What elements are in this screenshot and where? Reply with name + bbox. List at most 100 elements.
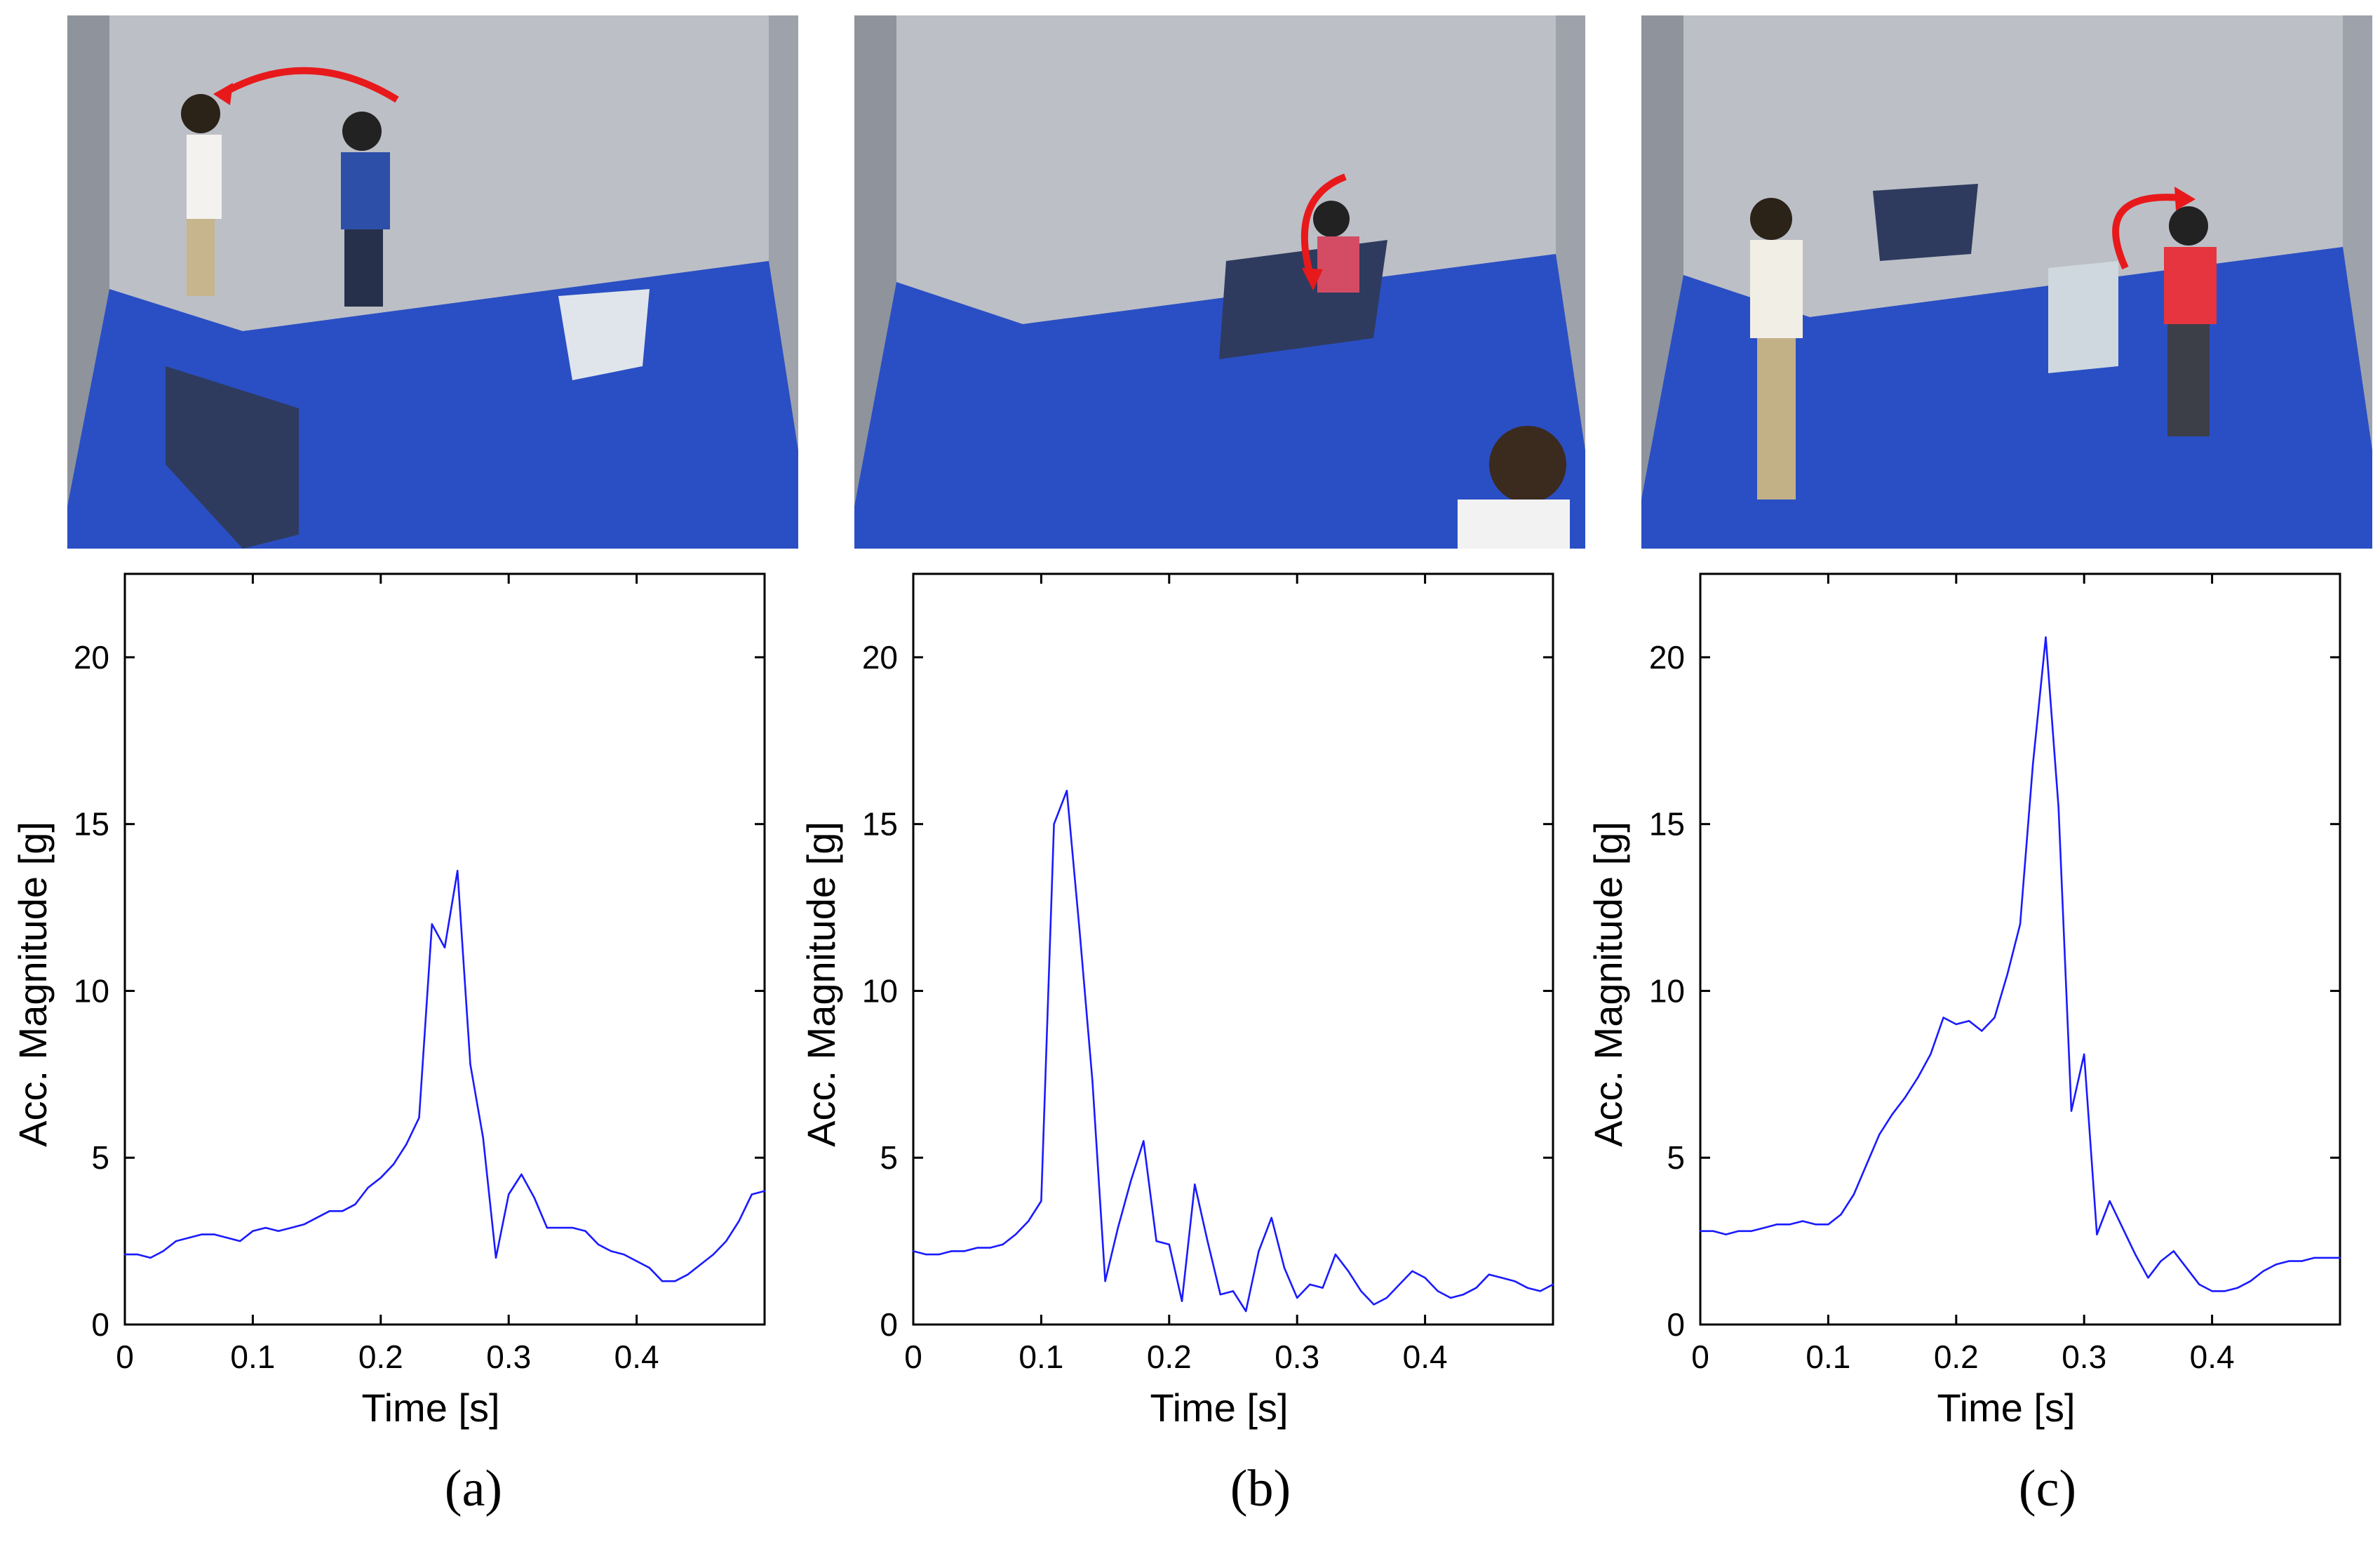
- data-point: [1129, 1180, 1132, 1182]
- data-point: [699, 1263, 701, 1266]
- data-point: [2224, 1290, 2226, 1292]
- y-tick-label: 15: [74, 806, 109, 843]
- data-point: [2045, 636, 2047, 638]
- data-point: [1117, 1226, 1120, 1229]
- x-tick-label: 0.4: [1403, 1339, 1448, 1375]
- data-point: [1930, 1053, 1932, 1056]
- data-point: [1789, 1223, 1791, 1226]
- data-point: [751, 1193, 753, 1195]
- data-point: [2262, 1270, 2264, 1273]
- photo-c: [1641, 15, 2372, 549]
- data-point: [1027, 1220, 1030, 1222]
- y-tick-label: 5: [880, 1139, 898, 1176]
- data-point: [1296, 1296, 1298, 1299]
- data-point: [1955, 1023, 1957, 1026]
- data-point: [431, 923, 433, 925]
- motion-arrow: [2112, 194, 2182, 270]
- data-point: [1488, 1273, 1490, 1275]
- data-point: [1776, 1223, 1778, 1226]
- data-point: [1763, 1226, 1766, 1229]
- data-point: [1258, 1250, 1260, 1252]
- data-point: [623, 1253, 625, 1256]
- data-point: [1040, 1200, 1042, 1202]
- series-line: [913, 789, 1554, 1313]
- x-axis-label: Time [s]: [361, 1386, 499, 1430]
- motion-arrow: [216, 67, 399, 103]
- x-axis-label: Time [s]: [1937, 1386, 2075, 1430]
- data-point: [354, 1203, 356, 1206]
- data-point: [2185, 1266, 2188, 1269]
- data-point: [2198, 1283, 2200, 1286]
- data-point: [963, 1250, 966, 1252]
- data-point: [687, 1273, 689, 1275]
- data-point: [418, 1116, 420, 1119]
- data-point: [925, 1253, 927, 1256]
- data-point: [1840, 1213, 1842, 1216]
- data-point: [303, 1223, 305, 1226]
- data-point: [1411, 1270, 1413, 1273]
- data-point: [1725, 1233, 1727, 1235]
- y-tick-label: 0: [91, 1306, 109, 1343]
- data-point: [520, 1173, 523, 1176]
- data-point: [2301, 1260, 2303, 1262]
- data-point: [1500, 1277, 1503, 1279]
- data-point: [1526, 1287, 1528, 1289]
- data-point: [392, 1163, 395, 1165]
- data-point: [912, 1250, 915, 1252]
- y-tick-label: 20: [1649, 639, 1685, 676]
- data-point: [1737, 1230, 1740, 1233]
- data-point: [1853, 1193, 1855, 1195]
- data-point: [405, 1144, 408, 1146]
- data-point: [2134, 1253, 2137, 1256]
- data-point: [2211, 1290, 2213, 1292]
- data-point: [636, 1260, 638, 1262]
- data-point: [1309, 1283, 1311, 1286]
- data-point: [1878, 1133, 1881, 1136]
- data-point: [1347, 1270, 1350, 1273]
- y-tick-label: 15: [1649, 806, 1685, 843]
- data-point: [976, 1247, 979, 1249]
- y-tick-label: 5: [1667, 1139, 1685, 1176]
- data-point: [457, 870, 459, 872]
- data-point: [1155, 1240, 1157, 1242]
- data-point: [1814, 1223, 1817, 1226]
- data-point: [290, 1226, 293, 1229]
- data-point: [137, 1253, 139, 1256]
- data-point: [213, 1233, 215, 1235]
- data-point: [1712, 1230, 1714, 1233]
- data-point: [1801, 1220, 1804, 1222]
- data-point: [252, 1230, 254, 1233]
- y-tick-label: 15: [862, 806, 898, 843]
- data-point: [2160, 1260, 2162, 1262]
- axes-box: [1699, 572, 2341, 1326]
- x-tick-label: 0.1: [1806, 1339, 1850, 1375]
- data-point: [226, 1237, 229, 1239]
- y-tick-label: 0: [880, 1306, 898, 1343]
- data-point: [725, 1240, 727, 1242]
- series-line: [125, 869, 765, 1282]
- x-tick-label: 0.1: [230, 1339, 275, 1375]
- photo-a: [67, 15, 798, 549]
- data-point: [1475, 1287, 1477, 1289]
- x-tick-label: 0.1: [1018, 1339, 1063, 1375]
- data-point: [1322, 1287, 1324, 1289]
- y-axis-label: Acc. Magnitude [g]: [1586, 822, 1630, 1147]
- data-point: [1750, 1230, 1753, 1233]
- y-tick-label: 10: [862, 972, 898, 1009]
- data-point: [648, 1266, 651, 1269]
- data-point: [1994, 1017, 1996, 1019]
- data-point: [712, 1253, 715, 1256]
- x-tick-label: 0.2: [358, 1339, 403, 1375]
- data-point: [1219, 1294, 1221, 1296]
- data-point: [2313, 1256, 2315, 1259]
- data-point: [1904, 1097, 1907, 1099]
- y-tick-label: 10: [74, 972, 109, 1009]
- data-point: [1463, 1294, 1465, 1296]
- data-point: [238, 1240, 241, 1242]
- data-point: [316, 1216, 318, 1219]
- data-point: [1424, 1277, 1426, 1279]
- data-point: [2096, 1233, 2098, 1235]
- data-point: [469, 1063, 471, 1066]
- data-point: [2109, 1200, 2111, 1202]
- y-tick-label: 20: [74, 639, 109, 676]
